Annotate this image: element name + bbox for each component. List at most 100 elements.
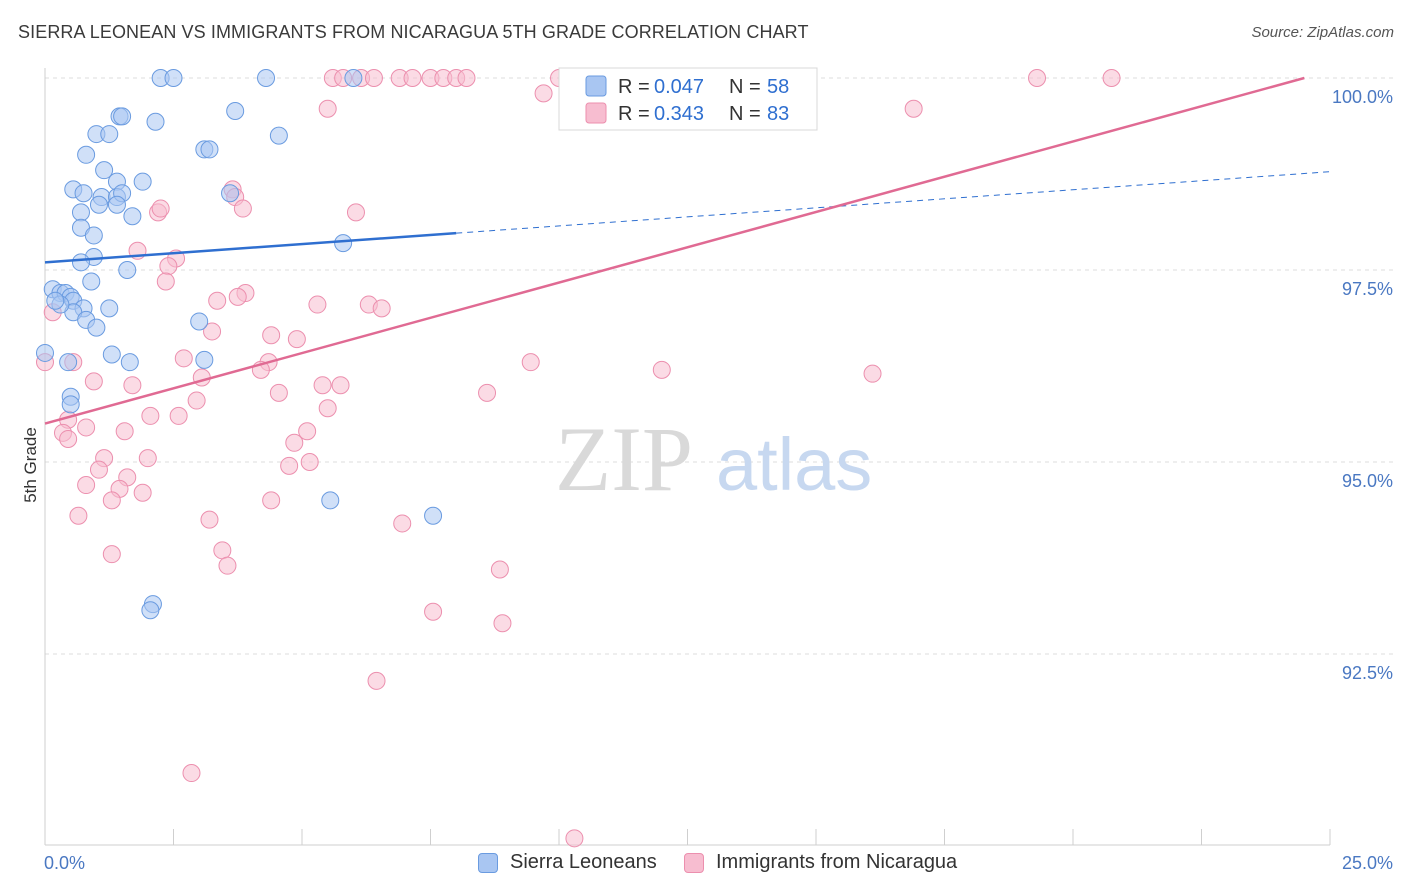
nicaragua-point-58[interactable] [115,422,134,441]
nicaragua-point-79[interactable] [218,556,237,575]
legend-item-immigrants-from-nicaragua[interactable]: Immigrants from Nicaragua [684,851,957,874]
nicaragua-point-62[interactable] [285,433,304,452]
sierra-leonean-point-25[interactable] [71,203,90,222]
nicaragua-point-61[interactable] [59,429,78,448]
sierra-leonean-point-16[interactable] [133,172,152,191]
nicaragua-point-60[interactable] [298,422,317,441]
nicaragua-point-81[interactable] [424,602,443,621]
sierra-leonean-point-24[interactable] [221,184,240,203]
source-label: Source: ZipAtlas.com [1251,24,1394,41]
nicaragua-point-19[interactable] [233,199,252,218]
nicaragua-point-57[interactable] [77,418,96,437]
nicaragua-point-42[interactable] [863,364,882,383]
nicaragua-point-32[interactable] [372,299,391,318]
nicaragua-point-82[interactable] [493,614,512,633]
sierra-leonean-point-47[interactable] [120,353,139,372]
nicaragua-point-66[interactable] [280,456,299,475]
nicaragua-point-47[interactable] [123,376,142,395]
sierra-leonean-point-45[interactable] [36,343,54,362]
sierra-leonean-point-7[interactable] [226,102,245,121]
nicaragua-point-55[interactable] [169,406,188,425]
sierra-leonean-point-22[interactable] [89,195,108,214]
sierra-leonean-point-49[interactable] [59,353,78,372]
nicaragua-point-22[interactable] [346,203,365,222]
nicaragua-point-69[interactable] [77,476,96,495]
nicaragua-point-9[interactable] [457,69,476,87]
sierra-leonean-point-46[interactable] [102,345,121,364]
nicaragua-point-15[interactable] [318,99,337,118]
nicaragua-point-35[interactable] [262,326,281,345]
nicaragua-point-52[interactable] [187,391,206,410]
nicaragua-point-28[interactable] [228,287,247,306]
nicaragua-point-41[interactable] [652,360,671,379]
nicaragua-point-16[interactable] [904,99,923,118]
sierra-leonean-point-56[interactable] [46,291,65,310]
sierra-leonean-point-13[interactable] [77,145,96,164]
nicaragua-point-14[interactable] [534,84,553,103]
nicaragua-point-85[interactable] [565,829,584,848]
nicaragua-point-25[interactable] [159,257,178,276]
nicaragua-point-13[interactable] [1102,69,1121,87]
nicaragua-point-75[interactable] [200,510,219,529]
sierra-leonean-point-2[interactable] [257,69,276,87]
nicaragua-point-21[interactable] [151,199,170,218]
nicaragua-point-48[interactable] [313,376,332,395]
sierra-leonean-point-29[interactable] [334,234,353,253]
nicaragua-point-73[interactable] [262,491,281,510]
sierra-leonean-point-44[interactable] [190,312,209,331]
sierra-leonean-point-14[interactable] [95,161,114,180]
nicaragua-point-80[interactable] [490,560,509,579]
nicaragua-point-65[interactable] [300,453,319,471]
nicaragua-point-54[interactable] [141,406,160,425]
legend-item-sierra-leoneans[interactable]: Sierra Leoneans [478,851,657,874]
nicaragua-point-83[interactable] [367,671,386,690]
nicaragua-point-77[interactable] [213,541,232,560]
sierra-leonean-point-32[interactable] [118,261,137,279]
sierra-leonean-point-48[interactable] [195,350,214,369]
nicaragua-point-37[interactable] [174,349,193,368]
sierra-leonean-point-52[interactable] [321,491,340,510]
sierra-leonean-point-51[interactable] [61,395,80,414]
nicaragua-point-34[interactable] [203,322,222,341]
nicaragua-point-78[interactable] [102,545,121,564]
nicaragua-point-3[interactable] [364,69,383,87]
sierra-leonean-point-28[interactable] [84,226,103,245]
sierra-leonean-point-5[interactable] [113,107,132,126]
sierra-leonean-point-18[interactable] [74,184,93,203]
sierra-leonean-point-6[interactable] [146,112,165,131]
nicaragua-point-30[interactable] [308,295,327,314]
watermark-zip: ZIP [555,408,693,510]
sierra-leonean-point-57[interactable] [100,299,119,318]
nicaragua-point-74[interactable] [69,506,88,525]
sierra-leonean-point-9[interactable] [100,125,119,144]
legend-label-immigrants-from-nicaragua: Immigrants from Nicaragua [716,851,958,873]
nicaragua-point-64[interactable] [138,449,157,468]
nicaragua-point-67[interactable] [89,460,108,479]
nicaragua-point-40[interactable] [521,353,540,372]
nicaragua-point-12[interactable] [1028,69,1047,87]
nicaragua-point-26[interactable] [156,272,175,291]
nicaragua-point-5[interactable] [403,69,422,87]
nicaragua-point-53[interactable] [318,399,337,418]
nicaragua-point-72[interactable] [102,491,121,510]
sierra-leonean-point-12[interactable] [200,140,219,159]
nicaragua-point-46[interactable] [84,372,103,391]
nicaragua-point-76[interactable] [393,514,412,533]
nicaragua-point-84[interactable] [182,764,201,783]
sierra-leonean-point-26[interactable] [123,207,142,226]
nicaragua-point-51[interactable] [478,383,497,402]
sierra-leonean-point-53[interactable] [424,506,443,525]
sierra-leonean-point-1[interactable] [164,69,183,87]
nicaragua-point-36[interactable] [287,330,306,349]
sierra-leonean-point-55[interactable] [141,601,160,620]
sierra-leonean-point-43[interactable] [87,318,106,337]
sierra-leonean-point-31[interactable] [71,253,90,272]
nicaragua-point-49[interactable] [331,376,350,395]
nicaragua-point-29[interactable] [208,291,227,310]
sierra-leonean-point-10[interactable] [269,126,288,145]
sierra-leonean-point-3[interactable] [344,69,363,87]
nicaragua-point-71[interactable] [133,483,152,502]
sierra-leonean-point-23[interactable] [107,195,126,214]
sierra-leonean-point-33[interactable] [82,272,101,291]
nicaragua-point-50[interactable] [269,383,288,402]
